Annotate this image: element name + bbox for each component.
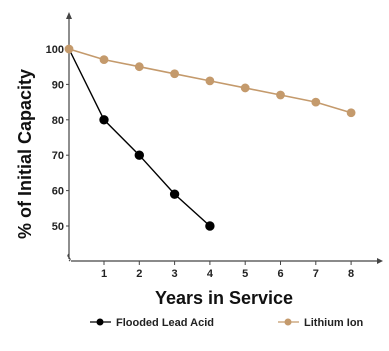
y-tick-label: 70 <box>52 150 64 162</box>
series-layer <box>64 44 356 231</box>
data-point <box>276 90 285 100</box>
y-axis-arrow <box>66 12 72 19</box>
data-point <box>134 150 145 160</box>
series-lithium-ion <box>64 44 356 118</box>
x-tick-label: 4 <box>207 268 214 280</box>
legend-item-flooded-lead-acid: Flooded Lead Acid <box>90 317 214 329</box>
x-tick-label: 8 <box>348 268 354 280</box>
x-tick-label: 1 <box>101 268 107 280</box>
y-tick-label: 90 <box>52 79 64 91</box>
data-point <box>64 44 74 54</box>
legend-marker <box>96 318 104 326</box>
data-point <box>205 76 215 86</box>
x-axis-title: Years in Service <box>155 288 293 308</box>
data-point <box>134 62 144 72</box>
data-point <box>346 108 356 118</box>
data-point <box>170 69 180 79</box>
y-axis-title: % of Initial Capacity <box>15 69 35 239</box>
ticks: 50 60 70 80 90 100 1 2 3 4 5 6 7 8 <box>46 44 355 280</box>
x-tick-label: 2 <box>136 268 142 280</box>
legend: Flooded Lead Acid Lithium Ion <box>90 317 364 329</box>
x-tick-label: 5 <box>242 268 248 280</box>
data-point <box>311 97 321 107</box>
y-tick-label: 60 <box>52 186 64 198</box>
data-point <box>205 221 215 231</box>
x-tick-label: 6 <box>277 268 283 280</box>
axes <box>66 12 383 264</box>
legend-label: Lithium Ion <box>304 317 364 329</box>
legend-item-lithium-ion: Lithium Ion <box>278 317 364 329</box>
data-point <box>99 55 109 65</box>
legend-label: Flooded Lead Acid <box>116 317 214 329</box>
y-tick-label: 100 <box>46 44 64 56</box>
x-tick-label: 7 <box>313 268 319 280</box>
data-point <box>169 189 180 199</box>
data-point <box>240 83 250 93</box>
x-tick-label: 3 <box>172 268 178 280</box>
y-tick-label: 80 <box>52 115 64 127</box>
y-tick-label: 50 <box>52 221 64 233</box>
x-axis-arrow <box>377 258 383 264</box>
legend-marker <box>284 318 292 326</box>
series-line <box>68 48 211 227</box>
data-point <box>99 115 109 125</box>
axis-break-mark <box>67 253 71 262</box>
series-flooded-lead-acid <box>68 48 215 231</box>
